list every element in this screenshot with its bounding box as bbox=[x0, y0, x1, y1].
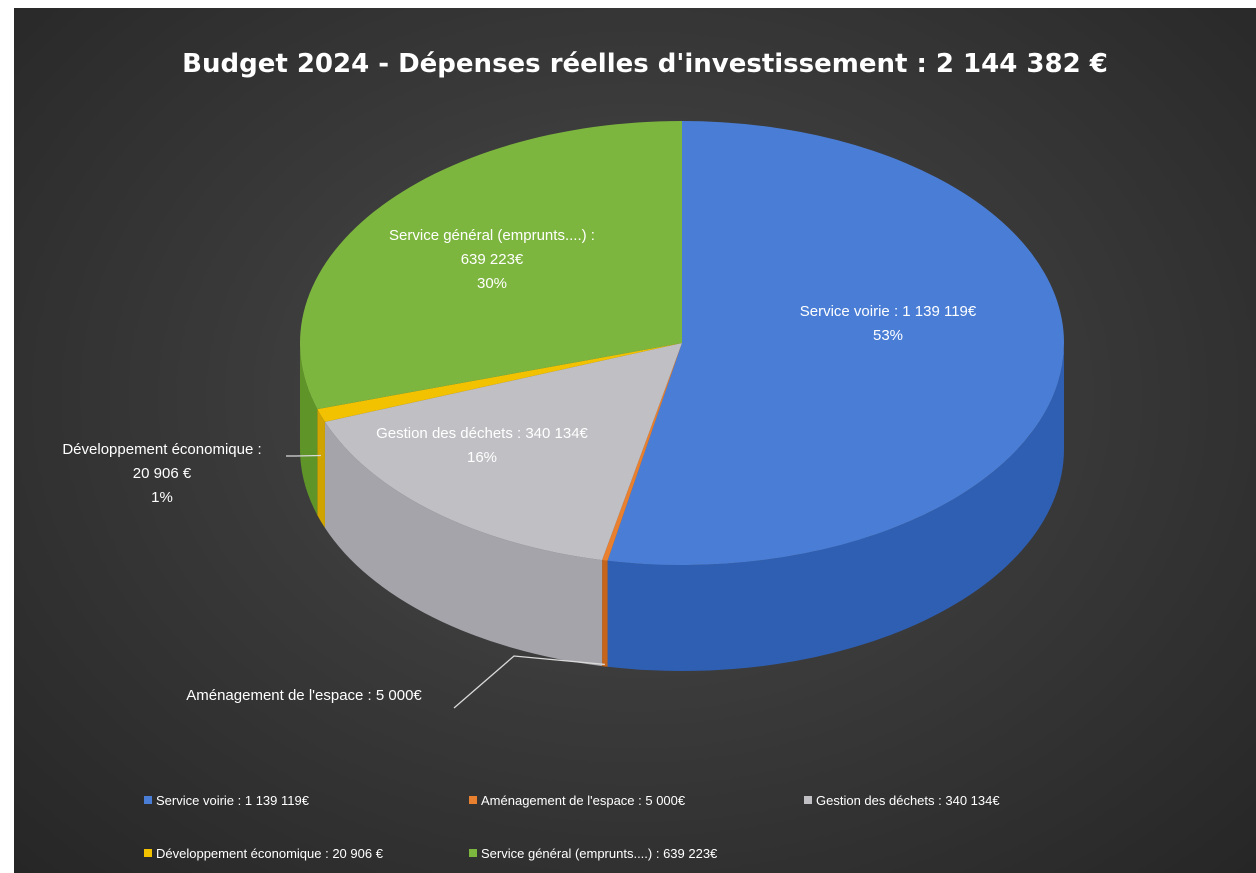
pie-side-service-general-emprunts bbox=[300, 343, 318, 516]
data-label-service-voirie: Service voirie : 1 139 119€ 53% bbox=[800, 303, 977, 344]
pie-chart: Budget 2024 - Dépenses réelles d'investi… bbox=[62, 49, 1108, 861]
pie-labels: Service voirie : 1 139 119€ 53% Aménagemen… bbox=[62, 227, 977, 704]
legend: Service voirie : 1 139 119€ Aménagement d… bbox=[144, 793, 1000, 861]
pie-slice-service-general-emprunts bbox=[299, 121, 682, 410]
leader-line-amenagement bbox=[453, 655, 605, 709]
legend-item-developpement-economique: Développement économique : 20 906 € bbox=[144, 846, 384, 861]
pie-side-developpement-economique bbox=[317, 409, 325, 528]
pie-sides bbox=[300, 343, 1064, 672]
legend-item-gestion-des-dechets: Gestion des déchets : 340 134€ bbox=[804, 793, 1000, 808]
chart-frame: Budget 2024 - Dépenses réelles d'investi… bbox=[14, 8, 1256, 873]
pie-leaders bbox=[286, 454, 605, 709]
legend-label: Service voirie : 1 139 119€ bbox=[156, 793, 310, 808]
data-label-service-general-emprunts: Service général (emprunts....) :639 223€… bbox=[389, 227, 595, 292]
pie-side-amenagement-de-l-espace bbox=[602, 560, 608, 667]
legend-item-service-general-emprunts: Service général (emprunts....) : 639 223… bbox=[469, 846, 718, 861]
pie-slice-service-voirie bbox=[607, 121, 1064, 565]
legend-swatch bbox=[469, 796, 477, 804]
pie-tops bbox=[299, 121, 1064, 565]
legend-label: Gestion des déchets : 340 134€ bbox=[816, 793, 1000, 808]
pie-slice-developpement-economique bbox=[317, 343, 682, 422]
data-label-developpement-economique: Développement économique :20 906 €1% bbox=[62, 441, 261, 506]
legend-swatch bbox=[469, 849, 477, 857]
pie-slice-amenagement-de-l-espace bbox=[602, 343, 682, 561]
legend-swatch bbox=[144, 849, 152, 857]
pie-side-service-voirie bbox=[607, 343, 1064, 672]
legend-item-service-voirie: Service voirie : 1 139 119€ bbox=[144, 793, 310, 808]
chart-title: Budget 2024 - Dépenses réelles d'investi… bbox=[182, 49, 1108, 79]
data-label-amenagement-de-l-espace: Aménagement de l'espace : 5 000€ bbox=[186, 687, 422, 704]
pie-slice-gestion-des-dechets bbox=[324, 343, 682, 561]
legend-label: Développement économique : 20 906 € bbox=[156, 846, 384, 861]
data-label-gestion-des-dechets: Gestion des déchets : 340 134€ 16% bbox=[376, 425, 588, 466]
legend-item-amenagement-de-l-espace: Aménagement de l'espace : 5 000€ bbox=[469, 793, 686, 808]
legend-swatch bbox=[804, 796, 812, 804]
legend-label: Aménagement de l'espace : 5 000€ bbox=[481, 793, 686, 808]
legend-swatch bbox=[144, 796, 152, 804]
pie-side-gestion-des-dechets bbox=[324, 421, 603, 667]
legend-label: Service général (emprunts....) : 639 223… bbox=[481, 846, 718, 861]
